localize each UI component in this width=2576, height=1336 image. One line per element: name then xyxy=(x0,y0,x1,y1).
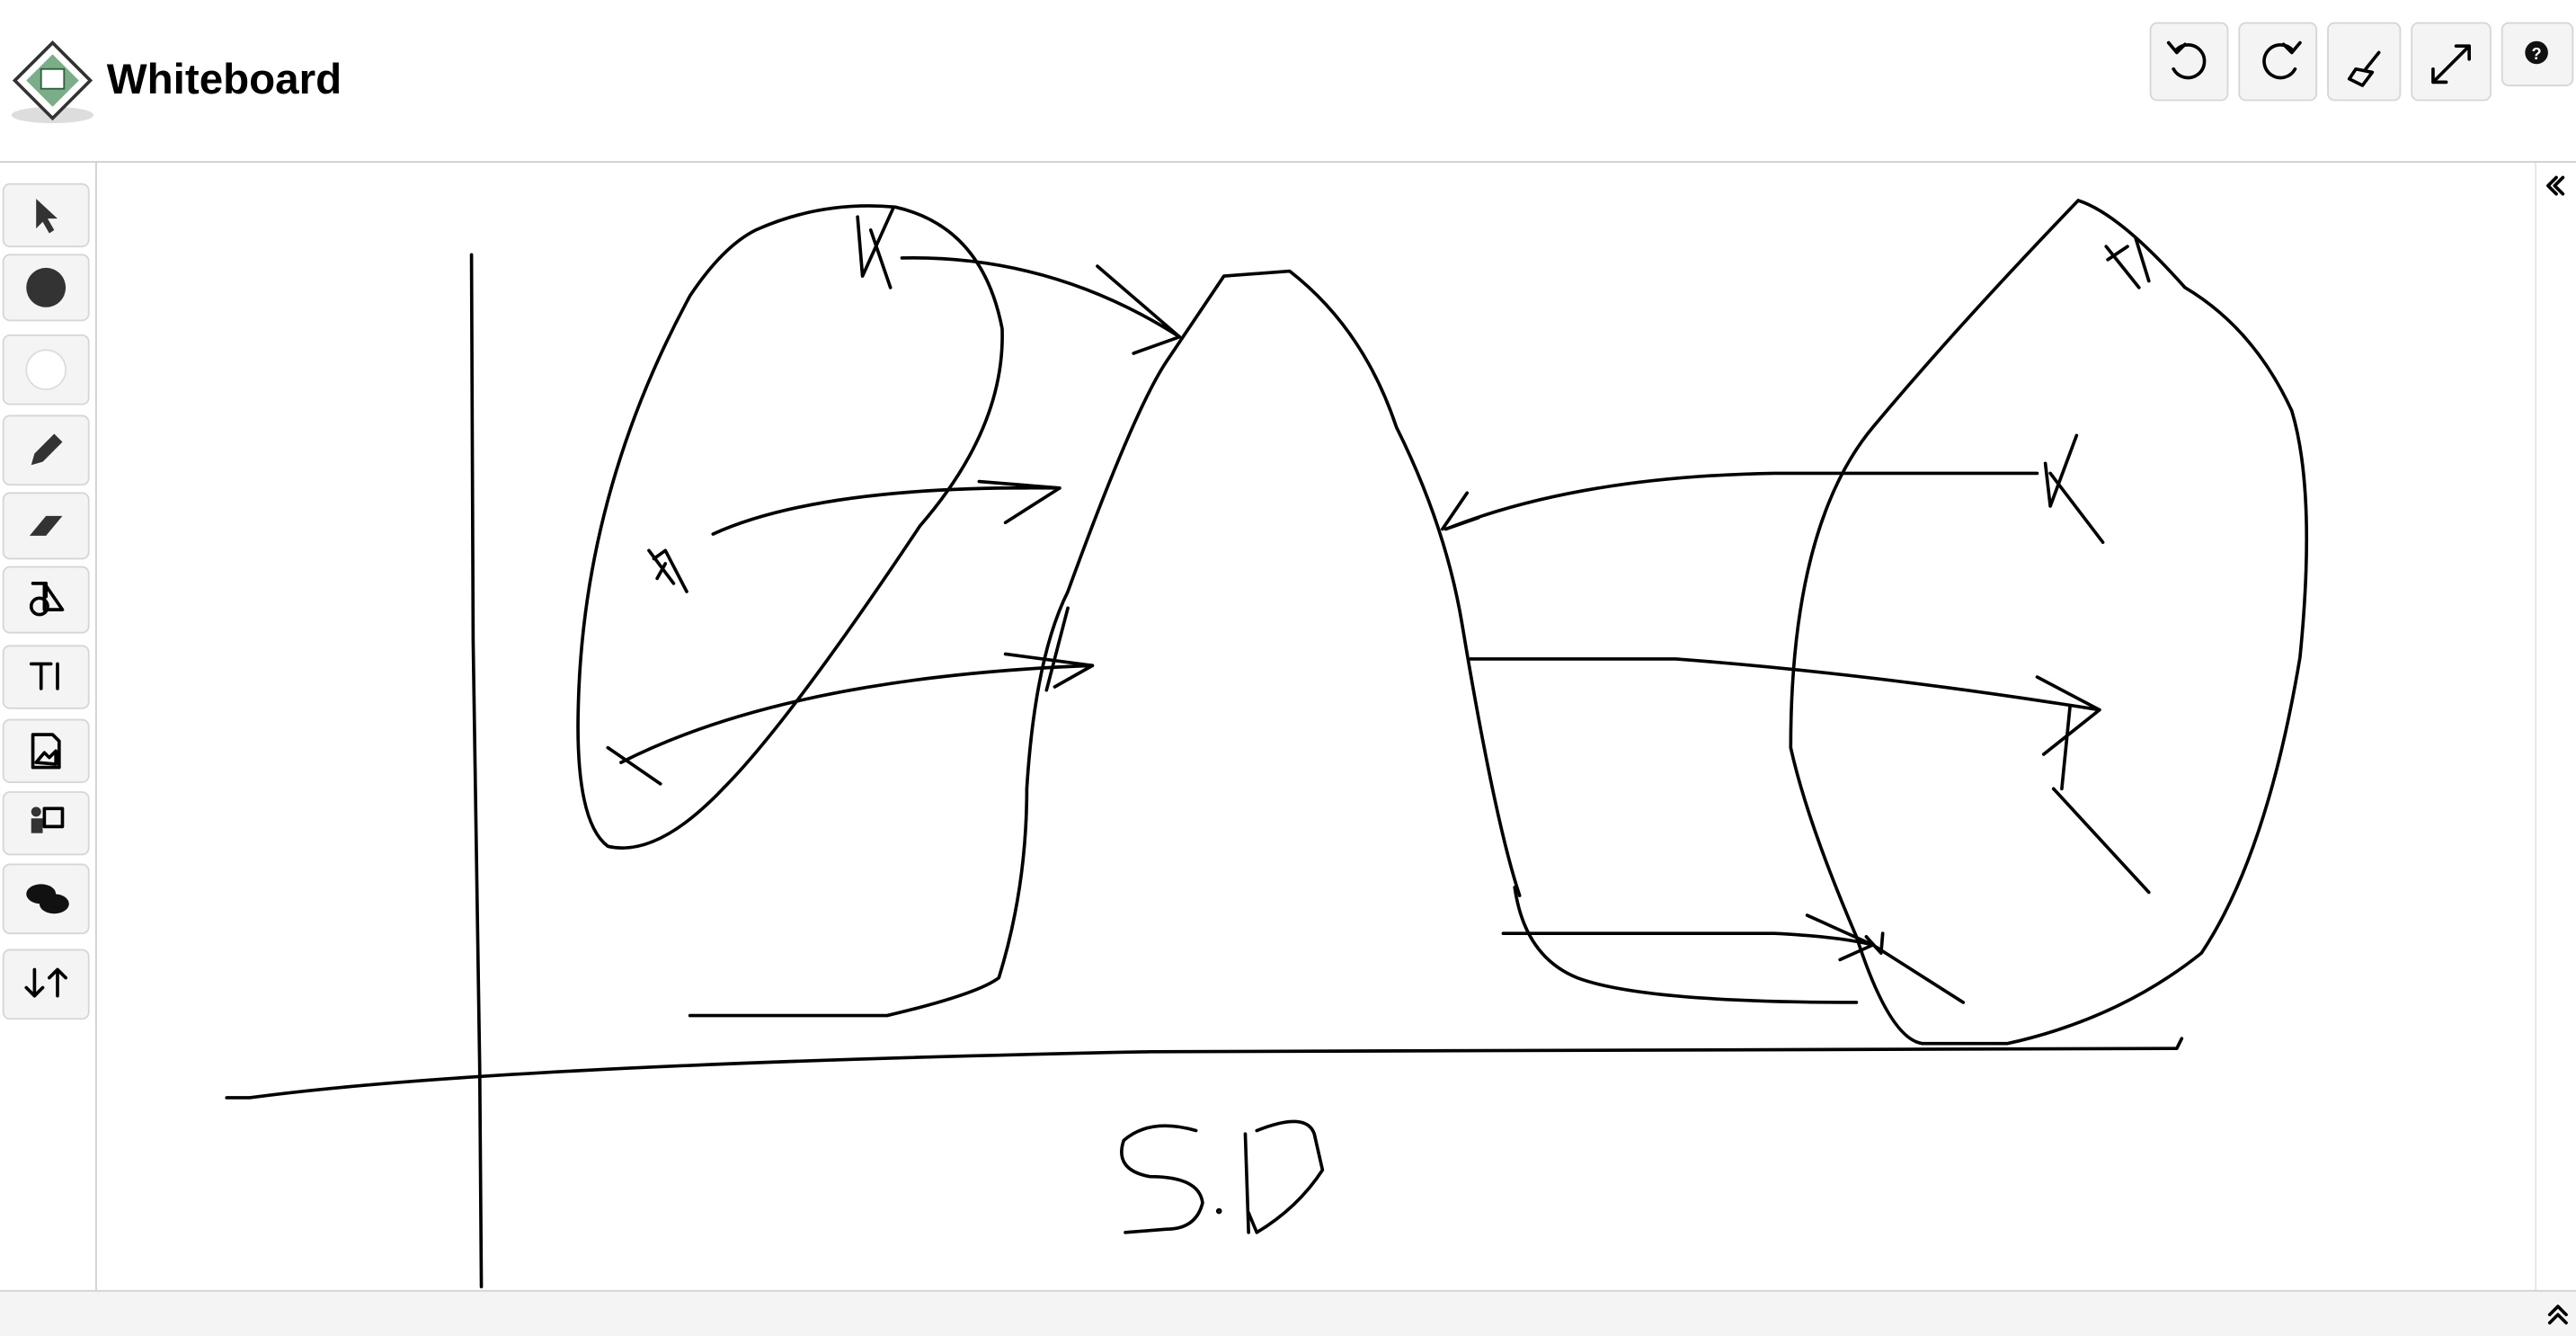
tool-color-black[interactable] xyxy=(2,254,90,322)
tool-image[interactable] xyxy=(2,718,90,783)
tool-text[interactable] xyxy=(2,645,90,709)
undo-button[interactable] xyxy=(2149,22,2229,102)
logo xyxy=(11,40,94,124)
tool-pen[interactable] xyxy=(2,414,90,486)
clear-button[interactable] xyxy=(2327,22,2402,102)
bottom-bar xyxy=(0,1289,2576,1336)
tool-chat[interactable] xyxy=(2,863,90,935)
collapse-right[interactable] xyxy=(2546,175,2565,196)
drawing xyxy=(225,199,2309,1288)
expand-bottom[interactable] xyxy=(2547,1305,2568,1325)
tool-eraser[interactable] xyxy=(2,492,90,560)
tool-shapes[interactable] xyxy=(2,566,90,634)
help-button[interactable]: ? xyxy=(2500,22,2574,86)
fullscreen-button[interactable] xyxy=(2411,22,2492,102)
tool-color-white[interactable] xyxy=(2,334,90,405)
redo-button[interactable] xyxy=(2238,22,2318,102)
header xyxy=(0,0,2576,162)
tool-presenter[interactable] xyxy=(2,791,90,856)
app-title: Whiteboard xyxy=(107,56,342,103)
svg-text:?: ? xyxy=(2532,44,2542,63)
tool-pointer[interactable] xyxy=(2,183,90,248)
tool-upload-download[interactable] xyxy=(2,949,90,1020)
